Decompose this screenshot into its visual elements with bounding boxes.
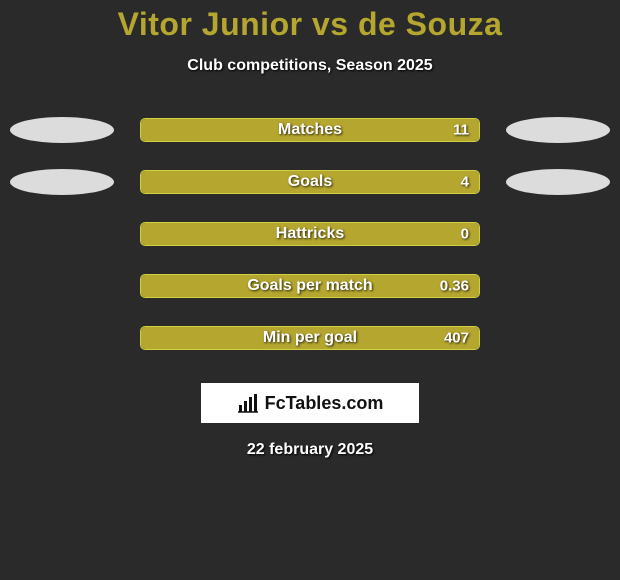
spacer (10, 221, 114, 247)
stat-bar: Hattricks 0 (140, 222, 480, 246)
spacer (10, 273, 114, 299)
fctables-logo[interactable]: FcTables.com (201, 383, 419, 423)
comparison-card: Vitor Junior vs de Souza Club competitio… (0, 0, 620, 459)
stat-label: Goals (288, 173, 332, 191)
logo-text: FcTables.com (265, 393, 384, 414)
stat-value: 0.36 (440, 278, 469, 295)
stat-row: Min per goal 407 (0, 325, 620, 351)
stat-label: Goals per match (247, 277, 372, 295)
spacer (506, 325, 610, 351)
spacer (506, 273, 610, 299)
stat-bar: Min per goal 407 (140, 326, 480, 350)
page-title: Vitor Junior vs de Souza (118, 6, 503, 43)
stat-bar: Matches 11 (140, 118, 480, 142)
stats-list: Matches 11 Goals 4 Hattricks 0 Goals per match… (0, 117, 620, 377)
spacer (506, 221, 610, 247)
stat-label: Hattricks (276, 225, 344, 243)
player-marker-left (10, 169, 114, 195)
player-marker-right (506, 117, 610, 143)
subtitle: Club competitions, Season 2025 (187, 57, 432, 75)
stat-value: 4 (461, 174, 469, 191)
player-marker-left (10, 117, 114, 143)
spacer (10, 325, 114, 351)
stat-row: Matches 11 (0, 117, 620, 143)
stat-row: Hattricks 0 (0, 221, 620, 247)
stat-label: Min per goal (263, 329, 357, 347)
stat-bar: Goals 4 (140, 170, 480, 194)
bar-chart-icon (237, 393, 259, 413)
date-text: 22 february 2025 (247, 441, 373, 459)
stat-value: 407 (444, 330, 469, 347)
stat-label: Matches (278, 121, 342, 139)
stat-row: Goals 4 (0, 169, 620, 195)
stat-bar: Goals per match 0.36 (140, 274, 480, 298)
player-marker-right (506, 169, 610, 195)
stat-value: 0 (461, 226, 469, 243)
stat-row: Goals per match 0.36 (0, 273, 620, 299)
stat-value: 11 (453, 122, 469, 139)
